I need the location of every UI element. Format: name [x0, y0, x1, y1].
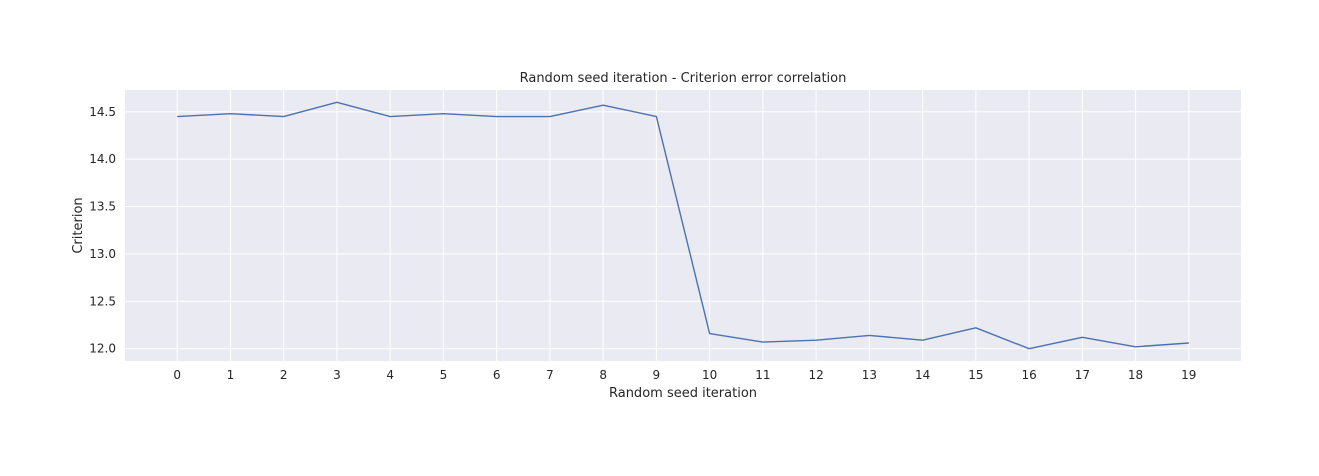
grid-lines: [125, 90, 1241, 361]
y-tick-label: 13.5: [89, 200, 116, 214]
y-tick-label: 12.5: [89, 294, 116, 308]
x-tick-label: 5: [440, 368, 448, 382]
x-tick-label: 15: [968, 368, 983, 382]
x-tick-label: 12: [808, 368, 823, 382]
x-tick-label: 17: [1075, 368, 1090, 382]
x-tick-label: 13: [862, 368, 877, 382]
x-tick-label: 0: [173, 368, 181, 382]
x-tick-label: 9: [653, 368, 661, 382]
y-tick-label: 13.0: [89, 247, 116, 261]
x-tick-labels: 0 1 2 3 4 5 6 7 8 9 10 11 12 13 14 15 16 17 18 19: [173, 368, 1196, 382]
x-tick-label: 2: [280, 368, 288, 382]
x-tick-label: 6: [493, 368, 501, 382]
series-layer: [177, 101, 1189, 350]
x-axis-label: Random seed iteration: [609, 386, 757, 401]
y-tick-label: 12.0: [89, 342, 116, 356]
x-tick-label: 19: [1181, 368, 1196, 382]
y-tick-label: 14.0: [89, 152, 116, 166]
series-line: [177, 101, 1189, 350]
x-tick-label: 18: [1128, 368, 1143, 382]
x-tick-label: 11: [755, 368, 770, 382]
x-tick-label: 8: [599, 368, 607, 382]
x-tick-label: 1: [227, 368, 235, 382]
y-tick-labels: 12.0 12.5 13.0 13.5 14.0 14.5: [89, 105, 116, 356]
x-tick-label: 3: [333, 368, 341, 382]
x-tick-label: 7: [546, 368, 554, 382]
chart-title: Random seed iteration - Criterion error …: [520, 71, 847, 86]
x-tick-label: 14: [915, 368, 930, 382]
y-tick-label: 14.5: [89, 105, 116, 119]
x-tick-label: 10: [702, 368, 717, 382]
x-tick-label: 16: [1021, 368, 1036, 382]
y-axis-label: Criterion: [71, 197, 86, 253]
x-tick-label: 4: [386, 368, 394, 382]
